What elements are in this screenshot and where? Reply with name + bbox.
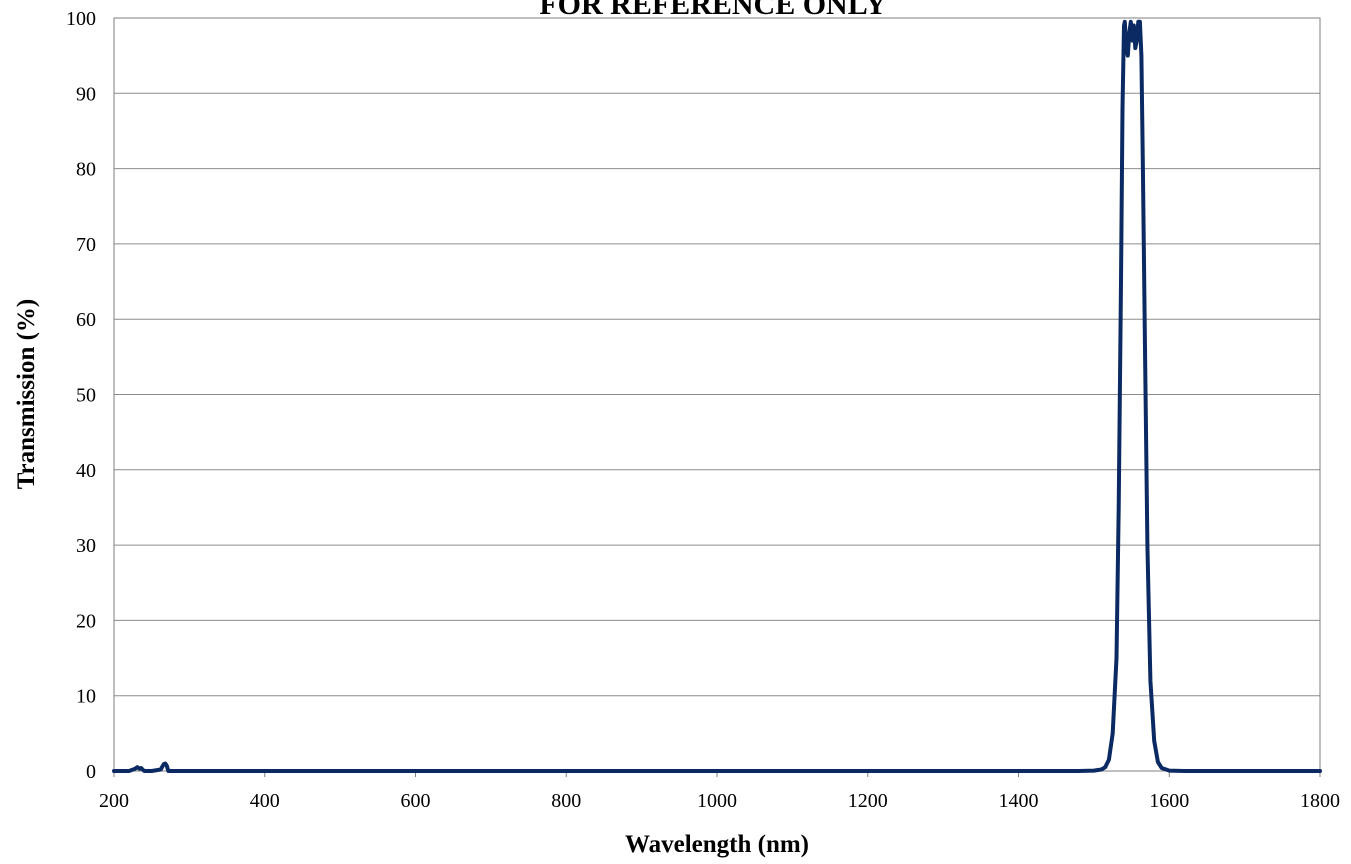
y-tick-label: 90 xyxy=(76,83,96,105)
x-tick-label: 600 xyxy=(401,790,431,812)
y-tick-label: 80 xyxy=(76,159,96,181)
x-tick-labels: 200 400 600 800 1000 1200 1400 1600 1800 xyxy=(99,771,1340,812)
y-tick-label: 60 xyxy=(76,309,96,331)
transmission-series-line xyxy=(112,19,1322,773)
x-tick-label: 400 xyxy=(250,790,280,812)
y-tick-label: 10 xyxy=(76,686,96,708)
chart-title: FOR REFERENCE ONLY xyxy=(539,0,887,21)
x-tick-label: 1000 xyxy=(697,790,737,812)
x-tick-label: 800 xyxy=(551,790,581,812)
x-tick-label: 1400 xyxy=(999,790,1039,812)
y-axis-title: Transmission (%) xyxy=(13,299,40,490)
x-tick-label: 1800 xyxy=(1300,790,1340,812)
y-tick-label: 50 xyxy=(76,385,96,407)
x-tick-label: 1600 xyxy=(1149,790,1189,812)
y-tick-label: 40 xyxy=(76,460,96,482)
y-tick-label: 70 xyxy=(76,234,96,256)
y-tick-labels: 0 10 20 30 40 50 60 70 80 90 100 xyxy=(66,8,96,783)
y-tick-label: 0 xyxy=(86,761,96,783)
y-tick-label: 100 xyxy=(66,8,96,30)
x-tick-label: 1200 xyxy=(848,790,888,812)
series-layer xyxy=(112,19,1322,773)
x-axis-title: Wavelength (nm) xyxy=(625,831,809,858)
y-tick-label: 30 xyxy=(76,535,96,557)
y-tick-label: 20 xyxy=(76,610,96,632)
x-tick-label: 200 xyxy=(99,790,129,812)
grid-lines xyxy=(114,17,1320,772)
